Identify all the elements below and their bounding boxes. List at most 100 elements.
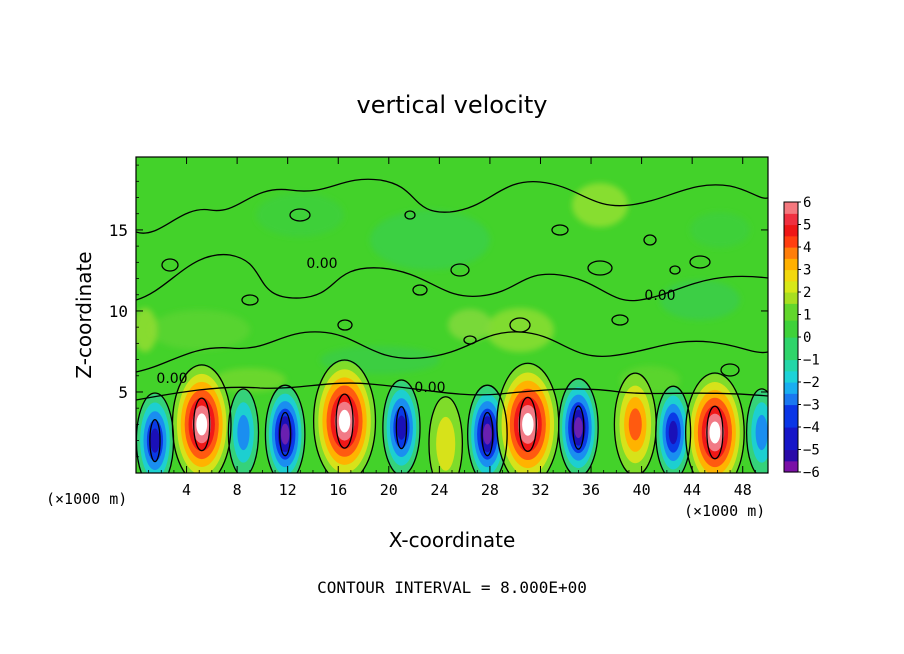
- x-tick-label: 40: [633, 481, 651, 499]
- velocity-cell: [468, 386, 507, 473]
- inner-contour: [279, 411, 292, 457]
- bg-patch: [370, 210, 490, 270]
- colorbar-tick-label: −5: [803, 443, 820, 459]
- colorbar-band: [784, 207, 798, 214]
- inner-contour: [395, 405, 408, 450]
- inner-contour: [706, 405, 724, 460]
- zero-contour-ring: [312, 359, 377, 473]
- y-axis: 5 10 15: [109, 164, 768, 458]
- contour-label: 0.00: [644, 288, 675, 304]
- x-tick-label: 48: [734, 481, 752, 499]
- velocity-cell: [559, 379, 598, 473]
- colorbar-band: [784, 320, 798, 327]
- y-tick-label: 15: [109, 221, 128, 240]
- x-tick-label: 4: [182, 481, 191, 499]
- small-contour-loop: [611, 314, 629, 326]
- velocity-cell: [746, 389, 768, 473]
- zero-contour-ring: [685, 372, 745, 473]
- colorbar-band: [784, 410, 798, 417]
- small-contour-loop: [689, 255, 711, 269]
- contour-label: 0.00: [156, 371, 187, 387]
- colorbar-band: [784, 325, 798, 332]
- zero-contour-line: [136, 331, 768, 373]
- colorbar-band: [784, 235, 798, 242]
- cell-ring: [522, 413, 534, 436]
- colorbar-band: [784, 297, 798, 304]
- velocity-cell: [383, 380, 420, 473]
- velocity-cell: [614, 374, 656, 473]
- colorbar-band: [784, 280, 798, 287]
- cell-ring: [709, 421, 721, 444]
- x-tick-label: 8: [233, 481, 242, 499]
- colorbar-band: [784, 258, 798, 265]
- small-contour-loop: [337, 319, 353, 331]
- contour-interval-note: CONTOUR INTERVAL = 8.000E+00: [317, 578, 587, 597]
- inner-contour: [481, 411, 494, 457]
- plot-area: 0.00 0.00 0.00 0.00: [136, 157, 768, 473]
- colorbar-band: [784, 387, 798, 394]
- chart-title: vertical velocity: [357, 91, 548, 119]
- colorbar-tick-label: 6: [803, 195, 811, 211]
- x-unit-left: (×1000 m): [46, 490, 127, 508]
- small-contour-loop: [289, 208, 311, 222]
- zero-contour-line: [136, 382, 768, 401]
- colorbar-band: [784, 382, 798, 389]
- cell-ring: [668, 420, 678, 445]
- velocity-cell: [265, 386, 305, 473]
- colorbar-band: [784, 404, 798, 411]
- inner-contour: [572, 405, 585, 450]
- x-tick-label: 36: [582, 481, 600, 499]
- colorbar-band: [784, 370, 798, 377]
- velocity-cell: [429, 397, 463, 473]
- colorbar-band: [784, 393, 798, 400]
- colorbar-band: [784, 432, 798, 439]
- colorbar-band: [784, 263, 798, 271]
- inner-contour: [335, 393, 354, 449]
- zero-contour-ring: [264, 384, 306, 473]
- colorbar-band: [784, 353, 798, 361]
- colorbar-band: [784, 202, 798, 209]
- colorbar-band: [784, 224, 798, 231]
- colorbar-band: [784, 415, 798, 422]
- velocity-cell: [686, 374, 744, 473]
- inner-contour: [518, 396, 537, 453]
- bg-patch: [214, 368, 286, 392]
- colorbar-band: [784, 365, 798, 372]
- small-contour-loop: [463, 335, 477, 345]
- colorbar-band: [784, 449, 798, 456]
- x-tick-label: 24: [430, 481, 448, 499]
- velocity-cell: [228, 389, 259, 473]
- zero-contour-ring: [428, 396, 464, 473]
- colorbar-band: [784, 314, 798, 321]
- inner-contour: [149, 418, 161, 463]
- colorbar-band: [784, 421, 798, 428]
- cell-ring: [755, 414, 768, 451]
- colorbar-tick-label: 3: [803, 263, 811, 279]
- colorbar-band: [784, 275, 798, 282]
- colorbar-band: [784, 337, 798, 344]
- zero-contour-line: [136, 178, 768, 234]
- colorbar-band: [784, 359, 798, 366]
- cell-ring: [150, 428, 160, 453]
- colorbar-band: [784, 252, 798, 259]
- contour-label: 0.00: [306, 256, 337, 272]
- bg-patch: [690, 212, 750, 248]
- colorbar-tick-label: −1: [803, 353, 820, 369]
- cell-ring: [338, 409, 351, 433]
- colorbar-band: [784, 269, 798, 276]
- cell-ring: [396, 415, 407, 440]
- x-axis: 4 8 12 16 20 24 28 32 36 40 44 48: [148, 157, 756, 499]
- small-contour-loop: [509, 317, 531, 333]
- colorbar-band: [784, 455, 798, 462]
- zero-contours: 0.00 0.00 0.00 0.00: [136, 178, 768, 473]
- zero-contour-ring: [655, 385, 692, 473]
- contour-label: 0.00: [414, 380, 445, 396]
- colorbar-band: [784, 292, 798, 299]
- small-contour-loop: [551, 224, 569, 236]
- inner-contour: [193, 397, 211, 452]
- colorbar-band: [784, 308, 798, 316]
- small-contour-loop: [241, 294, 259, 306]
- bg-patch: [256, 193, 344, 237]
- x-tick-label: 44: [683, 481, 701, 499]
